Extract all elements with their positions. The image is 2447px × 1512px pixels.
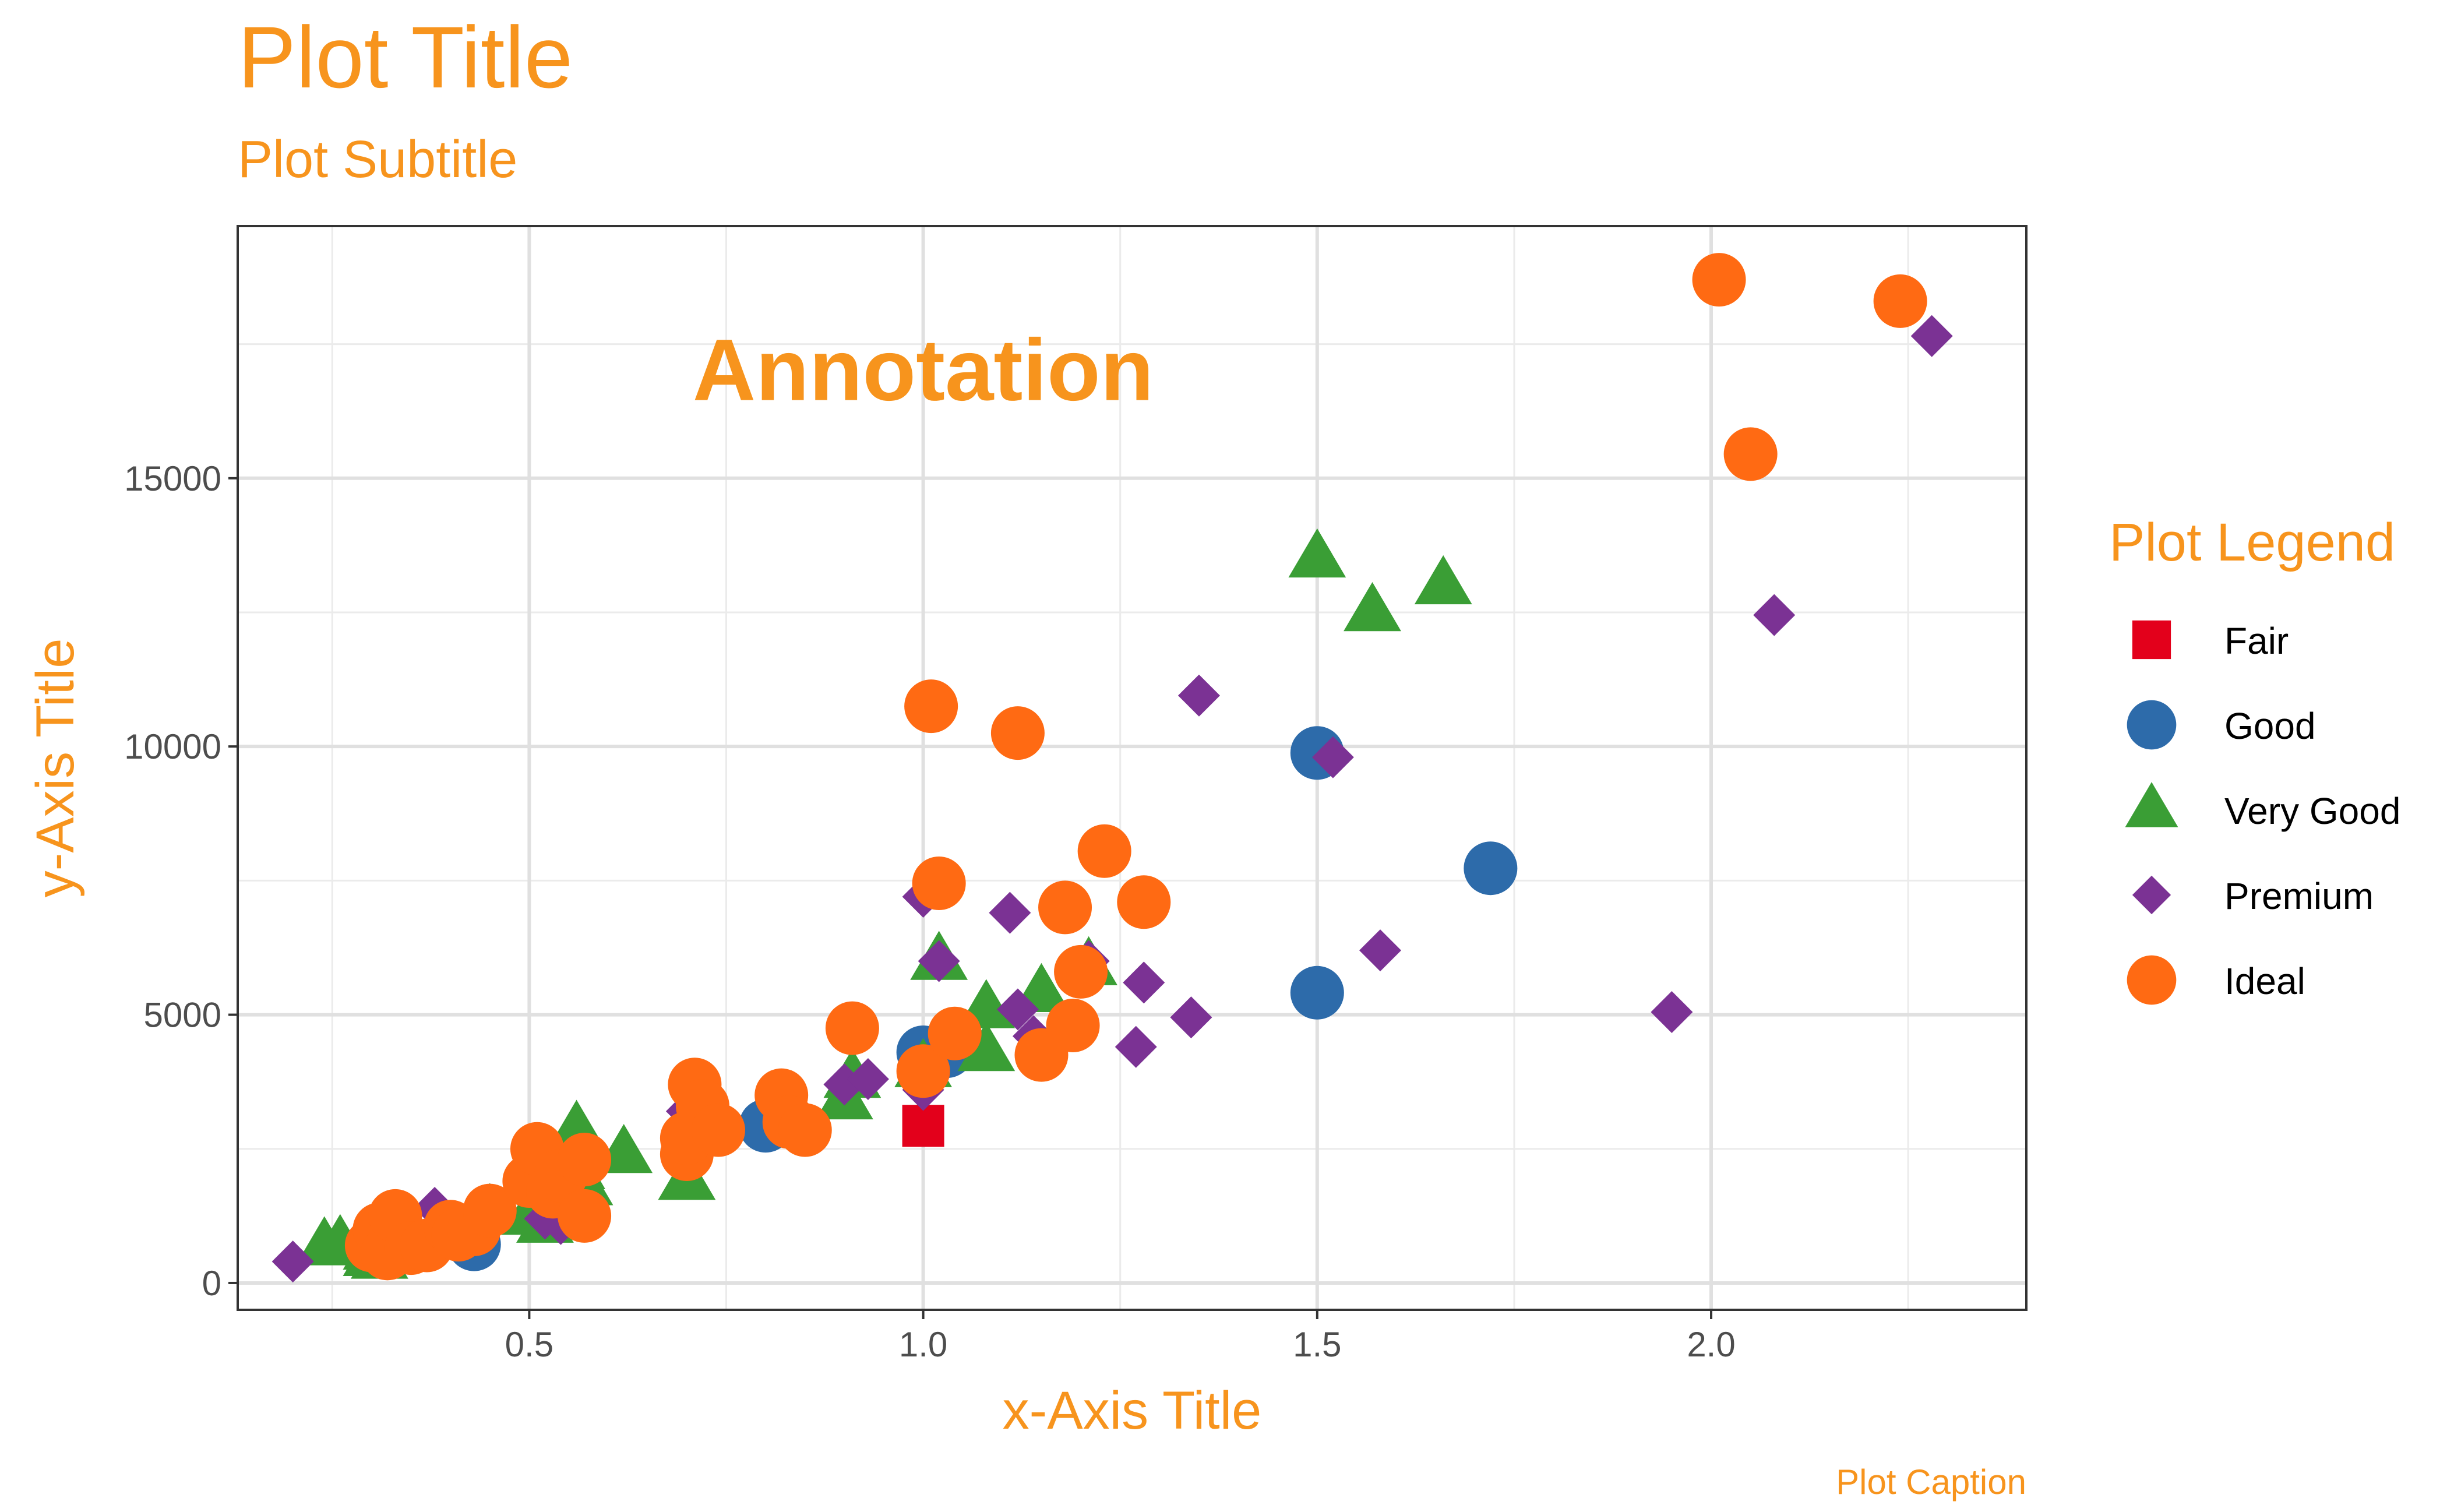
data-point [558, 1189, 612, 1243]
data-point [990, 706, 1045, 760]
x-tick-label: 0.5 [505, 1325, 553, 1364]
legend-key-square [2132, 620, 2171, 660]
data-point [1117, 875, 1171, 929]
legend-item: Fair [2132, 620, 2289, 662]
legend-item: Premium [2132, 875, 2374, 917]
data-point [918, 940, 960, 982]
data-point [272, 1240, 314, 1283]
data-point [902, 1105, 944, 1147]
series-ideal [344, 253, 1927, 1281]
legend-item: Very Good [2125, 782, 2400, 832]
data-point [825, 1001, 879, 1055]
data-point [1177, 674, 1220, 717]
data-point [996, 988, 1039, 1031]
data-point [1753, 594, 1796, 636]
legend-label: Good [2224, 705, 2316, 747]
legend-item: Good [2127, 700, 2316, 750]
y-tick-label: 5000 [144, 996, 221, 1035]
legend-title: Plot Legend [2109, 513, 2395, 572]
plot-subtitle: Plot Subtitle [238, 131, 517, 189]
data-point [463, 1183, 517, 1238]
x-tick-label: 2.0 [1687, 1325, 1735, 1364]
data-point [1038, 880, 1092, 935]
data-point [778, 1103, 832, 1157]
data-point [1311, 736, 1354, 778]
data-point [912, 856, 966, 910]
data-point [1692, 253, 1746, 307]
plot-caption: Plot Caption [1836, 1462, 2026, 1502]
data-point [904, 679, 958, 734]
legend-label: Premium [2224, 875, 2374, 917]
y-tick-label: 15000 [124, 459, 221, 498]
data-point [1464, 841, 1518, 896]
x-tick-label: 1.5 [1293, 1325, 1341, 1364]
y-axis-title: y-Axis Title [26, 639, 85, 898]
data-point [957, 1022, 1016, 1072]
legend-item: Ideal [2127, 955, 2305, 1005]
legend-label: Ideal [2224, 960, 2305, 1002]
data-point [1344, 581, 1401, 632]
legend-key-triangle [2125, 782, 2178, 827]
data-point [558, 1133, 612, 1187]
data-point [896, 1044, 950, 1098]
series-fair [902, 1105, 944, 1147]
data-point [1290, 965, 1344, 1020]
data-point [1359, 929, 1402, 972]
panel-border [237, 225, 2028, 1311]
annotation-label: Annotation [693, 321, 1154, 419]
data-point [1115, 1025, 1157, 1068]
data-point [847, 1058, 889, 1101]
data-point [1723, 427, 1778, 481]
data-point [1414, 555, 1472, 605]
legend: Plot Legend Fair Good Very Good Premium Idea… [2109, 513, 2400, 1005]
x-axis-title: x-Axis Title [1003, 1381, 1262, 1440]
data-point [989, 891, 1031, 934]
data-point [1077, 824, 1131, 878]
y-tick-label: 10000 [124, 727, 221, 766]
data-point [1910, 315, 1953, 357]
series-very-good [295, 528, 1472, 1279]
data-points [272, 253, 1953, 1283]
data-point [1054, 944, 1108, 999]
axis-ticks: 0.5 1.0 1.5 2.0 0 5000 10000 15000 [124, 459, 1736, 1364]
data-point [928, 1006, 982, 1060]
data-point [1170, 996, 1212, 1039]
legend-key-circle [2127, 700, 2177, 750]
y-tick-label: 0 [202, 1264, 221, 1303]
legend-key-circle [2127, 955, 2177, 1005]
data-point [1288, 528, 1346, 578]
data-point [1651, 991, 1693, 1033]
legend-label: Very Good [2224, 790, 2400, 832]
legend-items: Fair Good Very Good Premium Ideal [2125, 620, 2400, 1005]
data-point [1873, 274, 1927, 328]
data-point [691, 1103, 745, 1157]
legend-label: Fair [2224, 620, 2289, 662]
data-point [1123, 961, 1165, 1004]
legend-key-diamond [2132, 875, 2171, 915]
data-point [1046, 998, 1100, 1052]
x-tick-label: 1.0 [899, 1325, 947, 1364]
plot-title: Plot Title [238, 8, 573, 106]
